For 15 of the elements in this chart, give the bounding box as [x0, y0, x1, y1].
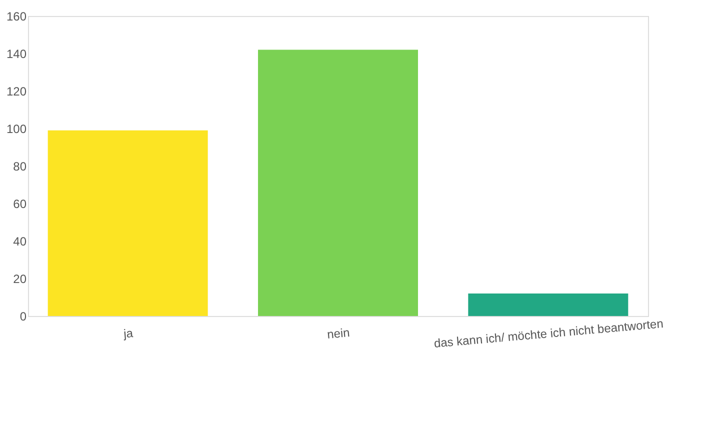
bar — [258, 50, 418, 316]
x-tick-label: ja — [122, 326, 134, 341]
y-tick-label: 20 — [13, 272, 27, 286]
bar — [48, 130, 208, 316]
y-tick-label: 40 — [13, 234, 27, 248]
x-tick-label: nein — [326, 326, 350, 342]
y-tick-label: 120 — [6, 84, 27, 98]
y-tick-label: 60 — [13, 197, 27, 211]
y-tick-label: 160 — [6, 10, 27, 24]
y-tick-label: 80 — [13, 160, 27, 174]
y-tick-label: 0 — [20, 310, 27, 324]
y-tick-label: 100 — [6, 122, 27, 136]
y-tick-label: 140 — [6, 47, 27, 61]
x-tick-label: das kann ich/ möchte ich nicht beantworten — [433, 316, 664, 350]
bar — [468, 294, 628, 316]
